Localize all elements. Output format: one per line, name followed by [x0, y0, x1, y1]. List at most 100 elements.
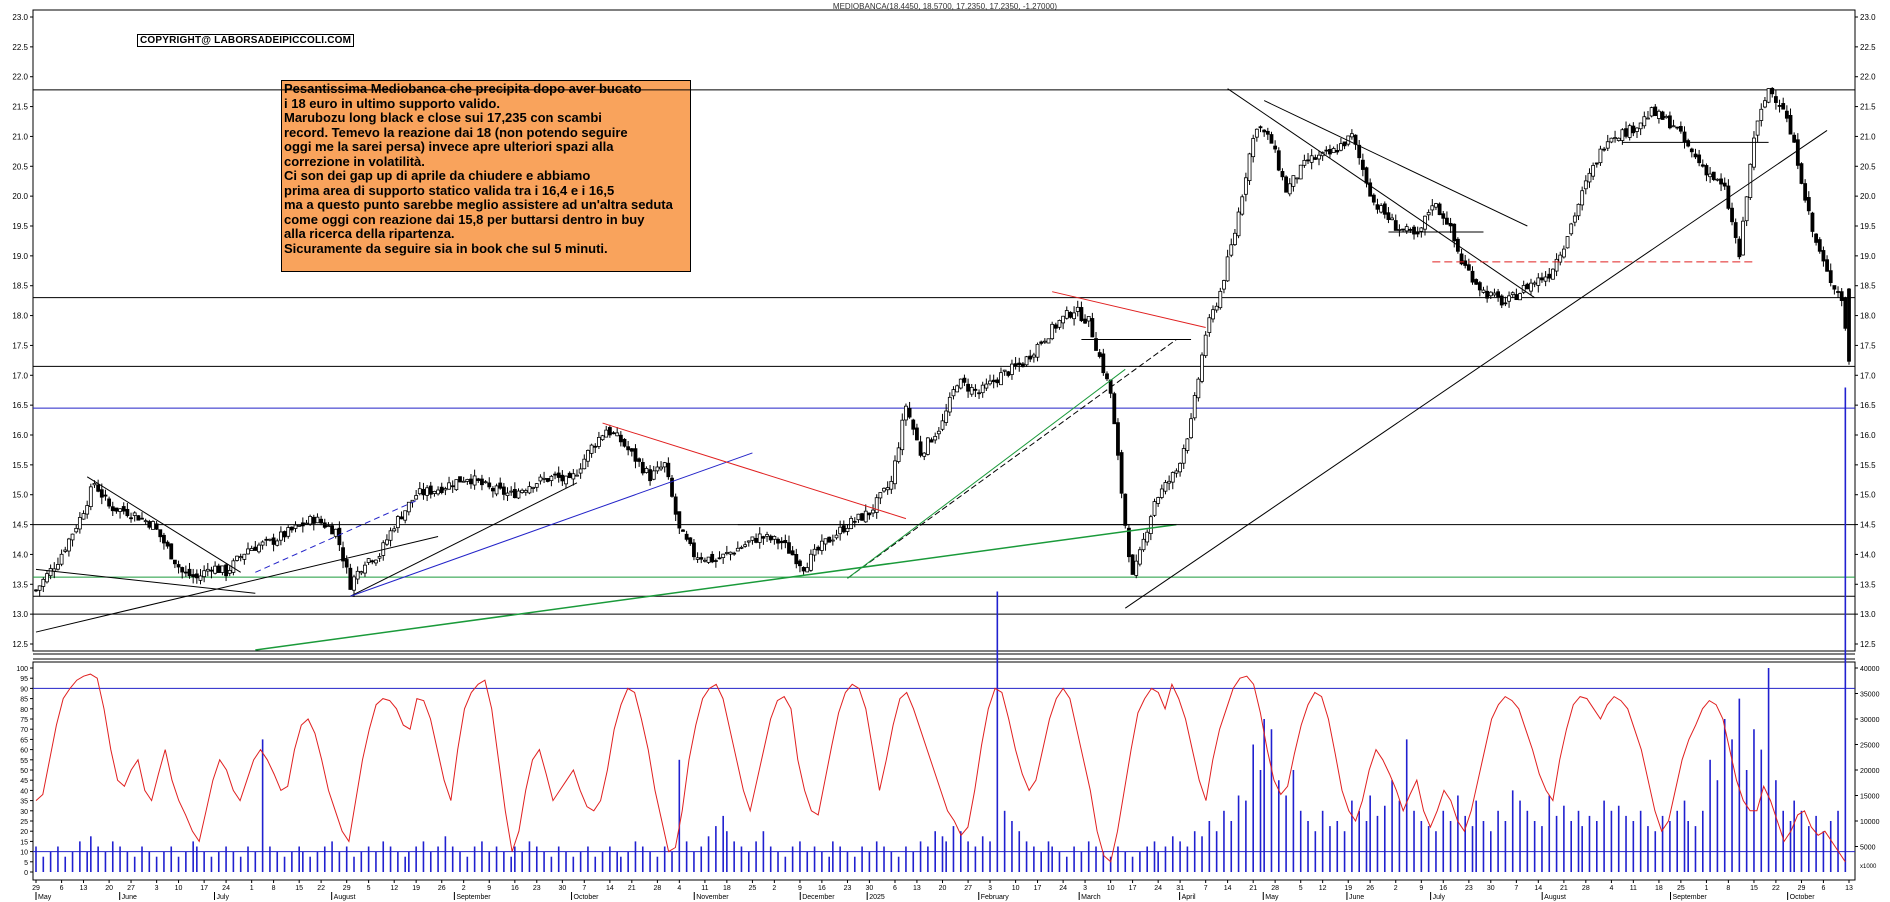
x-day-label: 24	[1059, 885, 1067, 892]
candle-body	[1075, 306, 1080, 312]
x-day-label: 24	[1154, 885, 1162, 892]
candle-body	[867, 512, 872, 516]
osc-tick-label-left: 55	[20, 758, 28, 765]
candle-body	[1156, 497, 1161, 504]
candle-body	[224, 564, 228, 577]
candle-body	[315, 516, 320, 524]
candle-body	[973, 388, 978, 391]
candle-body	[1536, 277, 1541, 286]
candle-body	[644, 468, 649, 473]
candle-body	[809, 553, 813, 571]
candle-body	[673, 496, 678, 515]
candle-body	[1620, 129, 1625, 141]
candle-body	[1353, 134, 1358, 145]
candle-body	[1613, 137, 1617, 139]
candle-body	[1302, 159, 1307, 166]
candle-body	[1225, 256, 1230, 282]
annotation-box: Pesantissima Mediobanca che precipita do…	[281, 80, 691, 272]
candle-body	[1375, 204, 1380, 210]
annotation-line: come oggi con reazione dai 15,8 per butt…	[284, 211, 645, 227]
candle-body	[1382, 203, 1387, 215]
candle-body	[56, 564, 60, 570]
candle-body	[103, 494, 108, 497]
candle-body	[1379, 205, 1384, 213]
candle-body	[750, 536, 755, 541]
candle-body	[322, 522, 327, 528]
x-month-label: June	[122, 894, 137, 901]
candle-body	[1130, 554, 1135, 575]
candle-body	[461, 480, 466, 483]
candle-body	[377, 556, 382, 559]
candle-body	[1675, 126, 1680, 129]
candle-body	[1265, 130, 1270, 135]
candle-body	[626, 446, 631, 451]
candle-body	[776, 538, 780, 544]
candle-body	[1704, 165, 1709, 176]
candle-body	[743, 544, 748, 547]
annotation-line: oggi me la sarei persa) invece apre ulte…	[284, 139, 614, 154]
candle-body	[1598, 148, 1603, 164]
annotation-line: correzione in volatilità.	[284, 153, 425, 169]
candle-body	[1700, 164, 1705, 167]
candle-body	[699, 557, 704, 560]
candle-body	[681, 529, 685, 532]
candle-body	[1719, 178, 1723, 185]
candle-body	[871, 509, 875, 514]
candle-body	[1591, 165, 1596, 177]
candle-body	[604, 429, 609, 438]
candle-body	[1200, 354, 1204, 382]
candle-body	[1053, 324, 1058, 329]
candle-body	[531, 486, 536, 489]
y-tick-label-right: 20.0	[1860, 192, 1876, 201]
x-day-label: 30	[865, 885, 873, 892]
candle-body	[505, 492, 510, 497]
candle-body	[988, 380, 992, 385]
candle-body	[1843, 297, 1848, 329]
candle-body	[1174, 470, 1179, 474]
y-tick-label-right: 15.5	[1860, 461, 1876, 470]
candle-body	[575, 474, 579, 477]
x-day-label: 20	[939, 885, 947, 892]
candle-body	[582, 458, 587, 470]
annotation-line: Sicuramente da seguire sia in book che s…	[284, 240, 608, 256]
x-day-label: 22	[317, 885, 325, 892]
candle-body	[1013, 363, 1018, 367]
candle-body	[655, 466, 660, 472]
candle-body	[59, 553, 64, 565]
candle-body	[1127, 527, 1131, 558]
candle-body	[538, 476, 543, 482]
osc-tick-label-left: 80	[20, 707, 28, 714]
candle-body	[1657, 110, 1661, 119]
candle-body	[1317, 154, 1321, 160]
x-day-label: 17	[200, 885, 208, 892]
candle-body	[443, 488, 448, 491]
candle-body	[765, 534, 769, 537]
candle-body	[805, 567, 810, 573]
candle-body	[374, 559, 378, 564]
candle-body	[629, 448, 634, 452]
candle-body	[958, 378, 963, 389]
y-tick-label-left: 17.0	[12, 371, 28, 380]
x-day-label: 15	[295, 885, 303, 892]
candle-body	[512, 488, 517, 499]
candle-body	[659, 466, 663, 470]
candle-body	[801, 567, 806, 572]
candle-body	[936, 430, 941, 435]
volume-tick-label: 20000	[1860, 768, 1880, 775]
candle-body	[1101, 353, 1106, 374]
candle-body	[1273, 145, 1278, 150]
candle-body	[615, 432, 620, 437]
y-tick-label-left: 13.5	[12, 580, 28, 589]
x-day-label: 14	[1224, 885, 1232, 892]
x-day-label: 18	[1655, 885, 1663, 892]
candle-body	[1748, 163, 1753, 198]
candle-body	[469, 478, 473, 485]
candle-body	[772, 536, 777, 540]
x-day-label: 30	[1487, 885, 1495, 892]
candle-body	[980, 384, 985, 394]
candle-body	[487, 482, 492, 488]
candle-body	[1463, 260, 1468, 266]
candle-body	[264, 538, 269, 541]
x-day-label: 11	[701, 885, 708, 892]
x-day-label: 10	[1012, 885, 1020, 892]
